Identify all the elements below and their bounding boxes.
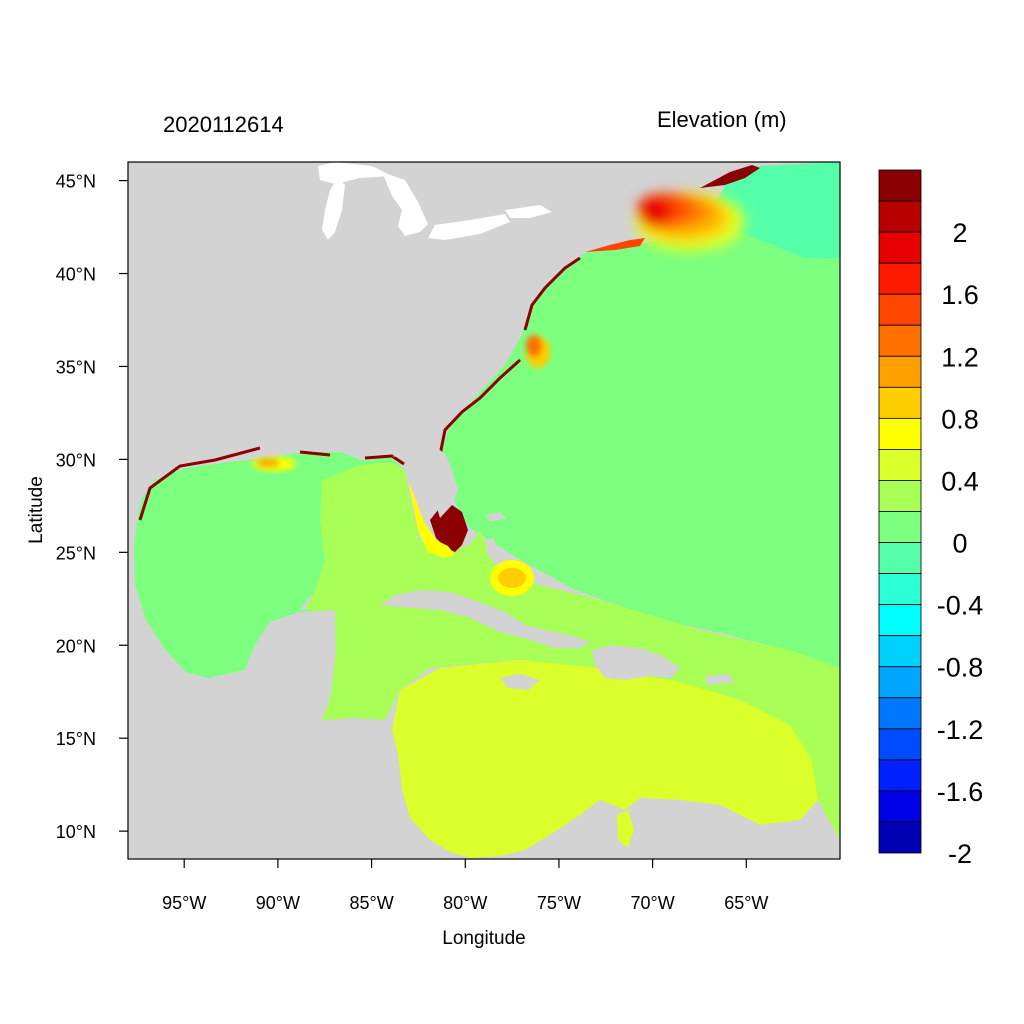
cuba (380, 590, 590, 648)
pamlico-sound-surge (526, 335, 550, 368)
florida-peninsula (392, 450, 458, 518)
colorbar-label: 0 (952, 529, 967, 559)
lat-tick-label: 35°N (56, 357, 96, 377)
map-plot-area (128, 162, 840, 859)
y-axis-title: Latitude (26, 476, 47, 544)
colorbar-label: -0.4 (937, 591, 984, 621)
colorbar-swatch (878, 604, 922, 637)
jamaica (500, 674, 540, 690)
colorbar-swatch (878, 511, 922, 543)
colorbar-swatch (878, 262, 922, 295)
lat-tick-label: 30°N (56, 450, 96, 470)
colorbar-swatch (878, 573, 922, 606)
variable-label: Elevation (m) (657, 107, 787, 132)
colorbar-swatch (878, 355, 922, 388)
colorbar-swatch (878, 200, 922, 233)
colorbar-swatch (878, 728, 922, 761)
colorbar-swatch (878, 480, 922, 512)
colorbar-swatch (878, 666, 922, 699)
lat-tick-label: 45°N (56, 172, 96, 192)
lat-tick-label: 10°N (56, 822, 96, 842)
colorbar-label: -2 (948, 839, 972, 869)
colorbar-swatch (878, 169, 922, 202)
colorbar-label: -1.2 (937, 715, 984, 745)
gulf-of-maine-depression (712, 162, 840, 258)
lat-tick-label: 15°N (56, 729, 96, 749)
bahamas-anomaly-core (498, 568, 526, 588)
puerto-rico (705, 674, 735, 685)
colorbar-label: 0.8 (941, 404, 979, 434)
atlantic-coast-fringe (438, 256, 581, 456)
colorbar-label: 0.4 (941, 466, 979, 496)
colorbar (878, 169, 922, 854)
colorbar-swatch (878, 449, 922, 481)
x-axis-title: Longitude (442, 928, 525, 949)
grand-bahama (486, 512, 506, 522)
new-england-surge (635, 192, 745, 252)
caribbean-sea (392, 660, 818, 858)
date-label: 2020112614 (163, 112, 284, 137)
lon-tick-label: 65°W (724, 893, 768, 913)
eastern-gulf-shelf (305, 462, 840, 840)
lon-tick-label: 75°W (537, 893, 581, 913)
colorbar-labels: 2 1.6 1.2 0.8 0.4 0 -0.4 -0.8 -1.2 -1.6 -2 (937, 218, 984, 869)
lon-tick-label: 80°W (443, 893, 487, 913)
lake-maracaibo (617, 810, 634, 848)
lon-tick-label: 70°W (631, 893, 675, 913)
colorbar-label: 1.6 (941, 280, 979, 310)
colorbar-swatch (878, 386, 922, 419)
caribbean-islands (380, 512, 735, 690)
atlantic-ocean (440, 162, 840, 670)
colorbar-swatch (878, 697, 922, 730)
colorbar-swatch (878, 821, 922, 854)
lat-tick-label: 25°N (56, 543, 96, 563)
colorbar-swatch (878, 635, 922, 668)
lon-tick-label: 95°W (162, 893, 206, 913)
colorbar-swatch (878, 231, 922, 264)
maine-coast-surge (700, 165, 760, 188)
hispaniola (592, 645, 680, 680)
colorbar-label: -0.8 (937, 653, 984, 683)
south-florida-surge (430, 505, 468, 552)
colorbar-swatch (878, 759, 922, 792)
great-lakes (318, 162, 552, 240)
colorbar-label: 2 (952, 218, 967, 248)
map-frame (127, 161, 841, 860)
colorbar-label: -1.6 (937, 777, 984, 807)
lon-tick-label: 85°W (349, 893, 393, 913)
colorbar-swatch (878, 542, 922, 574)
mississippi-delta-surge (252, 457, 296, 471)
latitude-ticks: 45°N 40°N 35°N 30°N 25°N 20°N 15°N 10°N (56, 172, 128, 842)
colorbar-label: 1.2 (941, 342, 979, 372)
colorbar-swatch (878, 790, 922, 823)
andros-island (486, 538, 498, 560)
colorbar-swatch (878, 324, 922, 357)
south-america-coast (500, 798, 840, 859)
longitude-ticks: 95°W 90°W 85°W 80°W 75°W 70°W 65°W (162, 859, 768, 913)
lat-tick-label: 40°N (56, 265, 96, 285)
lat-tick-label: 20°N (56, 636, 96, 656)
long-island-sound-surge (585, 238, 645, 252)
colorbar-swatch (878, 293, 922, 326)
florida-bay-surge (408, 480, 455, 558)
colorbar-swatch (878, 417, 922, 450)
yucatan-central-america (128, 610, 480, 859)
lon-tick-label: 90°W (256, 893, 300, 913)
